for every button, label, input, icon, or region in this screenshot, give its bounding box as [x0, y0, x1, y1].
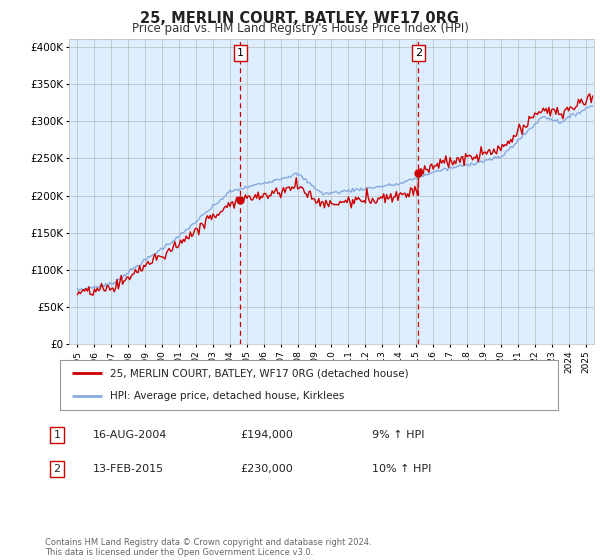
Text: 2: 2 — [415, 48, 422, 58]
Text: 1: 1 — [53, 430, 61, 440]
Text: HPI: Average price, detached house, Kirklees: HPI: Average price, detached house, Kirk… — [110, 391, 344, 402]
Text: 1: 1 — [237, 48, 244, 58]
Text: 25, MERLIN COURT, BATLEY, WF17 0RG: 25, MERLIN COURT, BATLEY, WF17 0RG — [140, 11, 460, 26]
Text: 9% ↑ HPI: 9% ↑ HPI — [372, 430, 425, 440]
Text: £194,000: £194,000 — [240, 430, 293, 440]
Text: 13-FEB-2015: 13-FEB-2015 — [93, 464, 164, 474]
Text: 16-AUG-2004: 16-AUG-2004 — [93, 430, 167, 440]
Text: Price paid vs. HM Land Registry's House Price Index (HPI): Price paid vs. HM Land Registry's House … — [131, 22, 469, 35]
Text: £230,000: £230,000 — [240, 464, 293, 474]
Text: Contains HM Land Registry data © Crown copyright and database right 2024.
This d: Contains HM Land Registry data © Crown c… — [45, 538, 371, 557]
Text: 10% ↑ HPI: 10% ↑ HPI — [372, 464, 431, 474]
Text: 2: 2 — [53, 464, 61, 474]
Text: 25, MERLIN COURT, BATLEY, WF17 0RG (detached house): 25, MERLIN COURT, BATLEY, WF17 0RG (deta… — [110, 368, 409, 378]
